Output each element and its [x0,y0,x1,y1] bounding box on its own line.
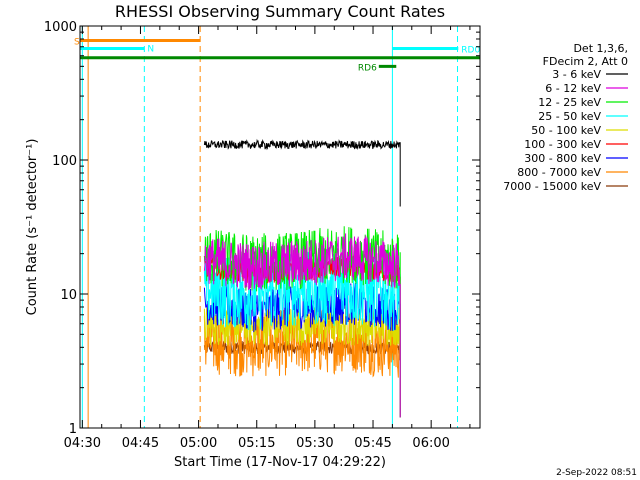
y-axis-label: Count Rate (s⁻¹ detector⁻¹) [25,139,40,316]
plot-layer: S N RD0 RD6 [74,26,480,428]
x-tick-label: 06:00 [412,436,449,451]
x-axis-label: Start Time (17-Nov-17 04:29:22) [174,455,386,470]
y-tick-label: 10 [60,288,77,303]
legend-entry-label: 25 - 50 keV [538,110,601,123]
y-tick-label: 100 [52,154,77,169]
legend-entry-label: 100 - 300 keV [524,138,601,151]
y-tick-label: 1 [69,422,77,437]
status-bar-label-3: RD0 [461,45,480,55]
chart-title: RHESSI Observing Summary Count Rates [115,2,445,21]
legend-entry-label: 7000 - 15000 keV [503,180,601,193]
series-3-6-kev-line [203,138,401,207]
plot-frame [79,25,481,429]
series-25-50-kev-line [203,251,401,418]
legend-entry-label: 800 - 7000 keV [517,166,601,179]
legend-entry-label: 6 - 12 keV [545,82,601,95]
legend-header-line: FDecim 2, Att 0 [543,55,628,68]
x-tick-label: 05:00 [180,436,217,451]
legend-entry-label: 12 - 25 keV [538,96,601,109]
legend-header-line: Det 1,3,6, [573,42,628,55]
status-bar-label-0: S [74,37,80,47]
legend-entry-label: 50 - 100 keV [531,124,601,137]
status-bar-label-4: RD6 [358,63,377,73]
legend-entry-label: 300 - 800 keV [524,152,601,165]
x-tick-label: 05:45 [354,436,391,451]
axes: 04:30 04:45 05:00 05:15 05:30 05:45 06:00 1 10 10… [44,20,480,451]
series-6-12-kev-line [203,233,401,418]
x-tick-label: 05:15 [238,436,275,451]
status-bar-label-1: N [147,44,154,54]
legend-entry-label: 3 - 6 keV [552,68,601,81]
x-tick-label: 04:45 [122,436,159,451]
y-tick-label: 1000 [44,20,77,35]
x-tick-label: 05:30 [296,436,333,451]
footer-date: 2-Sep-2022 08:51 [556,468,637,478]
x-tick-label: 04:30 [64,436,101,451]
